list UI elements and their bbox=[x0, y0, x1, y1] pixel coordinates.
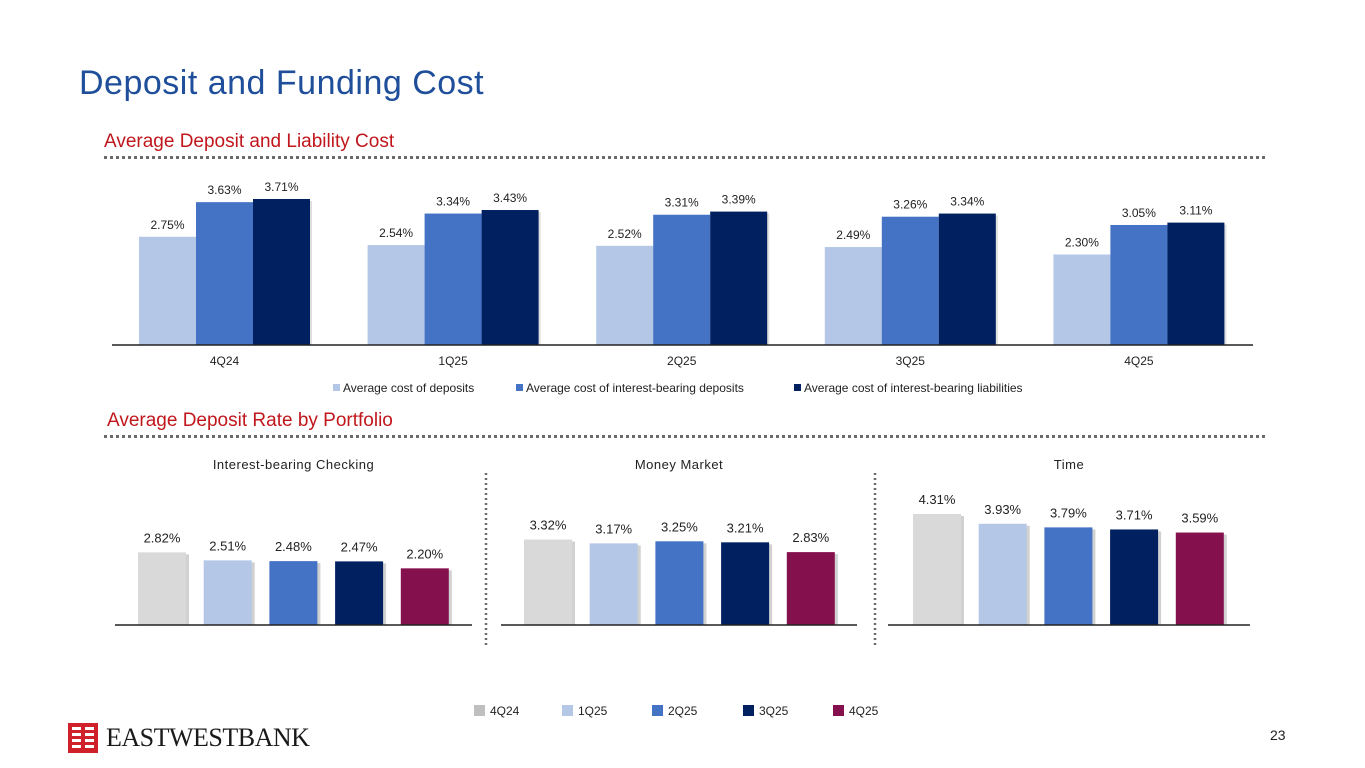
bar-4Q24-s2 bbox=[196, 202, 253, 345]
data-label: 3.71% bbox=[1116, 507, 1153, 522]
x-tick-label: 4Q25 bbox=[1124, 354, 1154, 368]
bar-3Q25-s3 bbox=[938, 213, 996, 345]
bar-2Q25-s1 bbox=[596, 245, 654, 345]
legend-swatch bbox=[562, 705, 573, 716]
data-label: 3.39% bbox=[722, 193, 756, 207]
data-label: 2.51% bbox=[209, 538, 246, 553]
legend-label: 4Q24 bbox=[490, 704, 520, 718]
bar-4Q25-s1 bbox=[1053, 254, 1111, 345]
legend-swatch bbox=[474, 705, 485, 716]
legend-swatch bbox=[743, 705, 754, 716]
bar-3Q25 bbox=[721, 542, 770, 625]
data-label: 3.32% bbox=[530, 517, 567, 532]
bar-4Q25-s2 bbox=[1110, 224, 1168, 345]
bar-1Q25 bbox=[589, 543, 638, 625]
data-label: 3.34% bbox=[436, 195, 470, 209]
section-divider bbox=[104, 156, 1265, 159]
bar-1Q25-s3 bbox=[481, 210, 539, 345]
legend-label: 4Q25 bbox=[849, 704, 879, 718]
x-tick-label: 4Q24 bbox=[210, 354, 240, 368]
data-label: 3.71% bbox=[264, 180, 298, 194]
bar-2Q25-s2 bbox=[653, 214, 711, 345]
bar-1Q25 bbox=[203, 560, 252, 625]
eastwest-bank-logo-icon bbox=[68, 723, 98, 753]
bank-logo: EASTWESTBANK bbox=[68, 722, 310, 754]
data-label: 3.05% bbox=[1122, 206, 1156, 220]
data-label: 2.83% bbox=[792, 530, 829, 545]
bar-4Q24 bbox=[913, 514, 961, 625]
bar-3Q25 bbox=[335, 561, 384, 625]
data-label: 3.31% bbox=[665, 196, 699, 210]
data-label: 3.34% bbox=[950, 195, 984, 209]
bar-3Q25 bbox=[1110, 529, 1159, 625]
data-label: 3.11% bbox=[1179, 204, 1212, 218]
data-label: 3.25% bbox=[661, 519, 698, 534]
page-title: Deposit and Funding Cost bbox=[79, 64, 485, 102]
data-label: 2.30% bbox=[1065, 235, 1099, 249]
bar-4Q25 bbox=[1175, 532, 1224, 625]
bar-2Q25-s3 bbox=[710, 211, 768, 345]
legend-label: 3Q25 bbox=[759, 704, 789, 718]
legend-swatch bbox=[333, 384, 340, 391]
data-label: 3.59% bbox=[1181, 511, 1218, 526]
bar-4Q24 bbox=[524, 539, 572, 625]
legend-label: 2Q25 bbox=[668, 704, 698, 718]
legend-label: 1Q25 bbox=[578, 704, 608, 718]
data-label: 3.43% bbox=[493, 191, 527, 205]
data-label: 2.49% bbox=[836, 228, 870, 242]
data-label: 3.26% bbox=[893, 198, 927, 212]
bar-1Q25-s2 bbox=[424, 213, 482, 345]
legend-label: Average cost of interest-bearing deposit… bbox=[526, 381, 744, 395]
legend-swatch bbox=[652, 705, 663, 716]
data-label: 3.17% bbox=[595, 521, 632, 536]
legend-label: Average cost of deposits bbox=[343, 381, 474, 395]
bar-4Q25 bbox=[400, 568, 449, 625]
data-label: 2.82% bbox=[144, 530, 181, 545]
section-title-portfolio: Average Deposit Rate by Portfolio bbox=[107, 410, 393, 431]
bar-4Q25-s3 bbox=[1167, 222, 1225, 345]
bar-2Q25 bbox=[1044, 527, 1093, 625]
bar-4Q24-s1 bbox=[139, 236, 196, 345]
legend-label: Average cost of interest-bearing liabili… bbox=[804, 381, 1023, 395]
logo-text: EASTWESTBANK bbox=[106, 723, 310, 752]
legend-swatch bbox=[516, 384, 523, 391]
bar-4Q25 bbox=[786, 552, 835, 625]
panel-title: Money Market bbox=[635, 457, 723, 472]
data-label: 2.20% bbox=[406, 546, 443, 561]
x-tick-label: 3Q25 bbox=[896, 354, 926, 368]
data-label: 4.31% bbox=[919, 492, 956, 507]
section-divider bbox=[104, 435, 1265, 438]
legend-swatch bbox=[794, 384, 801, 391]
data-label: 2.54% bbox=[379, 226, 413, 240]
data-label: 3.79% bbox=[1050, 505, 1087, 520]
bar-4Q24-s3 bbox=[253, 199, 310, 345]
data-label: 3.93% bbox=[984, 502, 1021, 517]
bar-2Q25 bbox=[655, 541, 704, 625]
bar-4Q24 bbox=[138, 552, 186, 625]
bar-2Q25 bbox=[269, 561, 318, 625]
x-tick-label: 2Q25 bbox=[667, 354, 697, 368]
page-number: 23 bbox=[1270, 727, 1286, 743]
section-title-cost: Average Deposit and Liability Cost bbox=[104, 131, 395, 152]
legend-swatch bbox=[833, 705, 844, 716]
data-label: 2.48% bbox=[275, 539, 312, 554]
bar-3Q25-s1 bbox=[824, 247, 882, 345]
bar-1Q25-s1 bbox=[367, 245, 425, 345]
data-label: 2.75% bbox=[150, 218, 184, 232]
data-label: 2.47% bbox=[341, 539, 378, 554]
bar-3Q25-s2 bbox=[881, 216, 939, 345]
panel-title: Time bbox=[1054, 457, 1084, 472]
x-tick-label: 1Q25 bbox=[438, 354, 468, 368]
data-label: 2.52% bbox=[608, 227, 642, 241]
panel-title: Interest-bearing Checking bbox=[213, 457, 374, 472]
data-label: 3.21% bbox=[727, 520, 764, 535]
bar-1Q25 bbox=[978, 523, 1027, 625]
data-label: 3.63% bbox=[207, 183, 241, 197]
